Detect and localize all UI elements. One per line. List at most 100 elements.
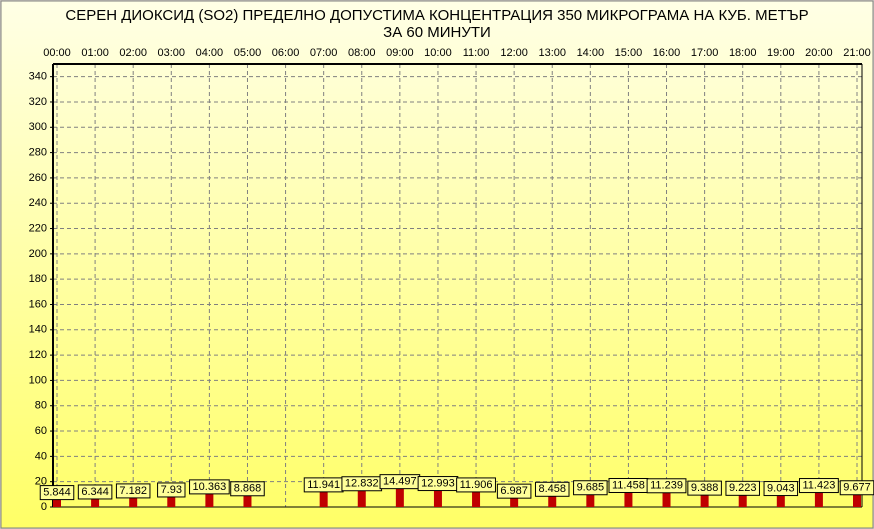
value-label: 10.363 xyxy=(193,481,227,493)
y-tick-label: 280 xyxy=(29,147,47,159)
x-tick-label: 16:00 xyxy=(653,47,681,59)
value-label: 9.685 xyxy=(577,482,605,494)
value-label: 6.987 xyxy=(500,485,528,497)
value-label-box xyxy=(496,483,532,499)
value-label-box xyxy=(798,478,839,494)
y-tick-label: 220 xyxy=(29,222,47,234)
bar xyxy=(700,495,709,507)
x-tick-label: 20:00 xyxy=(805,47,833,59)
y-tick-label: 100 xyxy=(29,374,47,386)
bar xyxy=(510,498,519,507)
bar xyxy=(662,492,671,507)
value-label: 12.832 xyxy=(345,478,379,490)
value-label-box xyxy=(157,482,186,498)
bar xyxy=(814,492,823,507)
x-tick-label: 15:00 xyxy=(615,47,643,59)
value-label: 5.844 xyxy=(43,487,71,499)
value-label: 11.941 xyxy=(307,479,340,491)
y-tick-label: 160 xyxy=(29,298,47,310)
value-label-box xyxy=(646,478,687,494)
y-tick-label: 320 xyxy=(29,96,47,108)
x-tick-label: 00:00 xyxy=(43,47,71,59)
x-tick-label: 19:00 xyxy=(767,47,795,59)
value-label: 7.182 xyxy=(119,485,147,497)
y-tick-label: 0 xyxy=(41,501,47,513)
bar xyxy=(357,490,366,507)
y-tick-label: 40 xyxy=(35,450,47,462)
bar xyxy=(472,491,481,507)
bar xyxy=(205,493,214,507)
value-label: 6.344 xyxy=(81,486,109,498)
value-label-box xyxy=(725,480,760,496)
value-label-box xyxy=(39,485,75,501)
x-tick-label: 11:00 xyxy=(463,47,490,59)
y-tick-label: 200 xyxy=(29,248,47,260)
x-tick-label: 03:00 xyxy=(158,47,186,59)
bar xyxy=(738,495,747,507)
bar xyxy=(319,491,328,507)
value-label-box xyxy=(687,480,722,496)
x-tick-label: 17:00 xyxy=(691,47,719,59)
bar xyxy=(433,490,442,507)
bar xyxy=(91,498,100,507)
chart-title: СЕРЕН ДИОКСИД (SO2) ПРЕДЕЛНО ДОПУСТИМА К… xyxy=(65,7,808,24)
value-label-box xyxy=(534,481,570,497)
x-tick-label: 12:00 xyxy=(500,47,528,59)
value-label-box xyxy=(189,479,230,495)
x-tick-label: 02:00 xyxy=(119,47,147,59)
bar xyxy=(624,492,633,507)
value-label: 11.906 xyxy=(460,479,493,491)
value-label: 11.423 xyxy=(802,479,835,491)
y-tick-label: 340 xyxy=(29,71,47,83)
x-tick-label: 08:00 xyxy=(348,47,376,59)
value-label: 9.223 xyxy=(729,482,757,494)
y-tick-label: 60 xyxy=(35,425,47,437)
x-tick-label: 06:00 xyxy=(272,47,300,59)
x-tick-label: 04:00 xyxy=(196,47,224,59)
bar xyxy=(776,495,785,507)
value-label-box xyxy=(115,483,151,499)
x-tick-label: 10:00 xyxy=(424,47,452,59)
bar xyxy=(853,494,861,507)
y-tick-label: 260 xyxy=(29,172,47,184)
y-tick-label: 20 xyxy=(35,476,47,488)
value-label: 8.458 xyxy=(538,483,566,495)
x-tick-label: 05:00 xyxy=(234,47,262,59)
x-tick-label: 21:00 xyxy=(843,47,871,59)
x-tick-label: 07:00 xyxy=(310,47,338,59)
x-tick-label: 13:00 xyxy=(538,47,566,59)
bar xyxy=(129,497,138,507)
value-label: 11.458 xyxy=(612,479,645,491)
y-tick-label: 240 xyxy=(29,197,47,209)
chart-subtitle: ЗА 60 МИНУТИ xyxy=(383,24,491,41)
y-tick-label: 80 xyxy=(35,400,47,412)
x-tick-label: 18:00 xyxy=(729,47,757,59)
value-label: 11.239 xyxy=(650,480,683,492)
bar xyxy=(395,488,404,507)
y-tick-label: 180 xyxy=(29,273,47,285)
value-label: 12.993 xyxy=(421,477,455,489)
x-tick-label: 01:00 xyxy=(81,47,109,59)
y-tick-label: 120 xyxy=(29,349,47,361)
bar xyxy=(167,496,176,507)
y-tick-label: 300 xyxy=(29,121,47,133)
value-label: 14.497 xyxy=(383,476,417,488)
value-label-box xyxy=(456,477,496,493)
value-label: 9.677 xyxy=(843,482,871,494)
bar xyxy=(243,495,252,507)
value-label: 8.868 xyxy=(234,483,262,495)
y-tick-label: 140 xyxy=(29,324,47,336)
value-label-box xyxy=(573,480,608,496)
value-label-box xyxy=(77,484,113,500)
x-tick-label: 09:00 xyxy=(386,47,414,59)
bar xyxy=(548,496,557,507)
value-label-box xyxy=(763,481,799,497)
x-tick-label: 14:00 xyxy=(577,47,605,59)
bar xyxy=(586,494,595,507)
value-label: 9.388 xyxy=(691,482,719,494)
bar xyxy=(53,499,61,507)
value-label-box xyxy=(230,481,265,497)
value-label: 7.93 xyxy=(161,484,182,496)
